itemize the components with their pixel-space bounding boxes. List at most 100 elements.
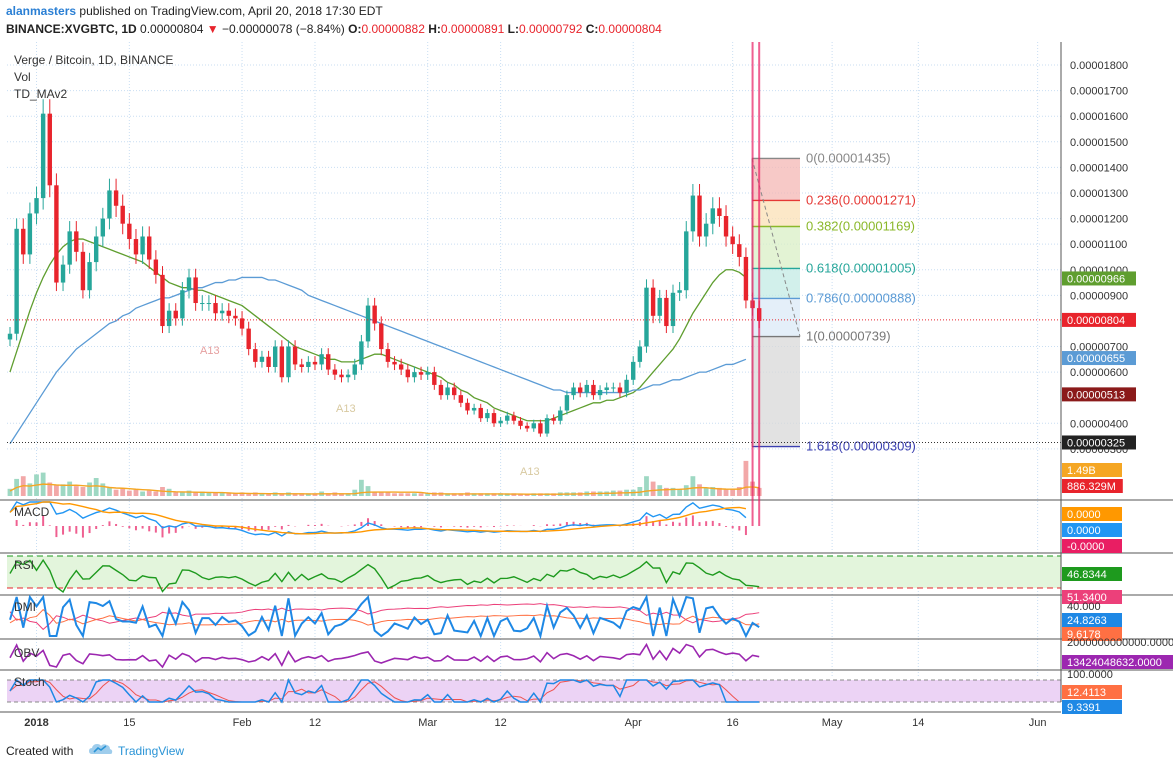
badge-label: 9.3391 — [1067, 702, 1101, 714]
x-tick-label: 12 — [309, 717, 321, 729]
volume-bar — [677, 488, 683, 496]
candle-body — [498, 420, 503, 424]
candle-body — [677, 290, 682, 293]
volume-bar — [670, 487, 676, 496]
x-tick-label: Feb — [233, 717, 252, 729]
macd-signal-line — [9, 501, 747, 535]
price-badge: 0.00000804 — [1062, 312, 1136, 327]
volume-bar — [425, 493, 431, 496]
fib-label: 0.382(0.00001169) — [806, 219, 915, 234]
badge-label: 0.00000966 — [1067, 273, 1125, 285]
price-change: −0.00000078 (−8.84%) — [222, 22, 345, 36]
candle-body — [213, 303, 218, 314]
tradingview-brand-link[interactable]: TradingView — [118, 744, 185, 758]
volume-bar — [365, 486, 371, 496]
x-tick-label: Apr — [625, 717, 642, 729]
badge-label: 51.3400 — [1067, 592, 1107, 604]
price-badge: 0.0000 — [1062, 507, 1122, 521]
candle-body — [485, 413, 490, 419]
candle-body — [690, 195, 696, 232]
volume-bar — [445, 493, 450, 496]
candle-body — [538, 423, 543, 434]
candle — [385, 342, 391, 368]
volume-bar — [518, 494, 523, 496]
candle — [239, 311, 245, 336]
author-link[interactable]: alanmasters — [6, 4, 77, 18]
candle-body — [339, 374, 344, 378]
candle — [544, 414, 550, 437]
time-axis[interactable]: 2018 15 Feb 12 Mar 12 Apr 16 May 14 Jun — [0, 711, 1061, 729]
y-tick-label: 0.00000400 — [1070, 418, 1128, 430]
price-badge: 13424048632.0000 — [1062, 655, 1173, 669]
volume-bar — [292, 493, 298, 496]
candle — [233, 308, 238, 326]
candle — [286, 340, 291, 383]
candle — [637, 340, 643, 368]
candle — [379, 316, 384, 356]
candle — [40, 99, 46, 210]
candle-body — [259, 356, 265, 362]
candle — [650, 279, 656, 324]
chart-canvas[interactable]: 0(0.00001435) 0.236(0.00001271) 0.382(0.00… — [0, 42, 1173, 734]
volume-bar — [107, 487, 112, 496]
candle-body — [253, 349, 258, 362]
price-axis[interactable]: 0.00001800 0.00001700 0.00001600 0.00001500… — [1060, 42, 1136, 702]
candle — [127, 213, 132, 250]
moving-averages — [9, 238, 747, 445]
volume-bar — [279, 493, 285, 496]
candle-body — [180, 290, 185, 319]
candle — [226, 303, 231, 324]
y-tick-label: 0.00001500 — [1070, 137, 1128, 149]
candle — [206, 295, 212, 311]
candle — [445, 382, 450, 400]
candle — [279, 340, 285, 383]
candle — [398, 358, 404, 376]
candle — [737, 234, 742, 267]
candle-body — [147, 236, 152, 260]
candle-body — [160, 274, 165, 327]
candle — [611, 382, 616, 393]
badge-label: 9.6178 — [1067, 629, 1101, 641]
candle-body — [345, 374, 351, 378]
x-tick-label: 14 — [912, 717, 924, 729]
candle-body — [246, 328, 251, 350]
candle — [438, 379, 444, 400]
candle — [372, 297, 377, 331]
candle — [458, 390, 464, 408]
candle — [312, 356, 318, 371]
candle — [87, 252, 92, 299]
candle — [743, 247, 749, 309]
candle — [631, 356, 636, 385]
candle — [67, 221, 72, 274]
volume-bar — [392, 493, 397, 496]
candle — [359, 334, 364, 371]
fib-label: 1.618(0.00000309) — [806, 439, 916, 454]
symbol-label: BINANCE:XVGBTC, 1D — [6, 22, 137, 36]
candle — [717, 197, 722, 227]
volume-bar — [93, 478, 99, 496]
low-value: 0.00000792 — [518, 22, 583, 36]
candle-body — [425, 372, 430, 375]
candle — [186, 268, 192, 299]
x-tick-label: 15 — [123, 717, 135, 729]
candle — [74, 221, 79, 262]
candle — [644, 279, 649, 353]
chart-legend: Verge / Bitcoin, 1D, BINANCE Vol TD_MAv2 — [14, 53, 173, 101]
candle-body — [597, 390, 603, 396]
rsi-line — [9, 558, 760, 594]
volume-bar — [199, 491, 205, 496]
fib-levels[interactable]: 0(0.00001435) 0.236(0.00001271) 0.382(0.00… — [7, 150, 1061, 454]
volume-bar — [385, 492, 391, 496]
candle — [577, 382, 583, 398]
candle — [147, 226, 152, 269]
dmi-plus-line — [9, 593, 760, 640]
volume-bar — [259, 493, 265, 496]
candle-body — [432, 372, 437, 385]
volume-bar — [54, 485, 59, 496]
y-tick-label: 0.00001100 — [1070, 239, 1127, 251]
candle — [80, 242, 86, 299]
candle-body — [412, 372, 417, 378]
candle — [319, 348, 324, 371]
candle-body — [273, 346, 278, 367]
candle-body — [40, 113, 46, 199]
